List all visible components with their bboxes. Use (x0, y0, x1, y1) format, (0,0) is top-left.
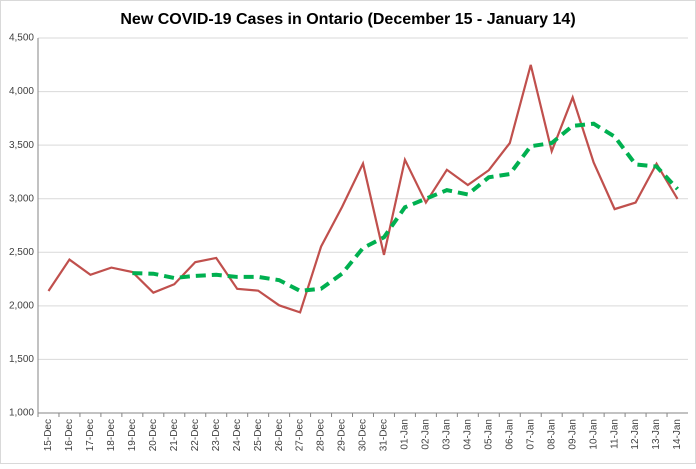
x-tick-label: 16-Dec (64, 419, 75, 451)
x-tick-label: 28-Dec (316, 419, 327, 451)
x-tick-label: 08-Jan (546, 419, 557, 450)
y-tick-label: 2,000 (9, 300, 34, 311)
x-tick-label: 04-Jan (462, 419, 473, 450)
x-tick-label: 12-Jan (630, 419, 641, 450)
x-tick-label: 09-Jan (567, 419, 578, 450)
y-tick-label: 3,000 (9, 193, 34, 204)
x-tick-label: 26-Dec (274, 419, 285, 451)
series-line (132, 121, 679, 293)
x-tick-label: 03-Jan (442, 419, 453, 450)
x-tick-label: 17-Dec (85, 419, 96, 451)
x-tick-label: 21-Dec (169, 419, 180, 451)
x-tick-label: 14-Jan (672, 419, 683, 450)
chart-title: New COVID-19 Cases in Ontario (December … (120, 11, 575, 28)
x-tick-label: 13-Jan (651, 419, 662, 450)
x-tick-label: 10-Jan (588, 419, 599, 450)
y-tick-label: 1,000 (9, 408, 34, 419)
x-tick-label: 20-Dec (148, 419, 159, 451)
y-tick-label: 3,500 (9, 140, 34, 151)
x-tick-label: 07-Jan (525, 419, 536, 450)
x-tick-label: 15-Dec (43, 419, 54, 451)
x-tick-label: 22-Dec (190, 419, 201, 451)
x-tick-label: 24-Dec (232, 419, 243, 451)
x-tick-label: 30-Dec (358, 419, 369, 451)
x-tick-label: 02-Jan (421, 419, 432, 450)
x-tick-label: 01-Jan (400, 419, 411, 450)
y-tick-label: 2,500 (9, 247, 34, 258)
x-tick-label: 18-Dec (106, 419, 117, 451)
x-tick-label: 29-Dec (337, 419, 348, 451)
series-line (47, 64, 679, 314)
x-tick-label: 27-Dec (295, 419, 306, 451)
x-tick-label: 06-Jan (504, 419, 515, 450)
y-tick-label: 1,500 (9, 354, 34, 365)
x-tick-label: 31-Dec (379, 419, 390, 451)
y-tick-label: 4,000 (9, 86, 34, 97)
y-tick-label: 4,500 (9, 33, 34, 44)
x-tick-label: 05-Jan (483, 419, 494, 450)
x-tick-label: 23-Dec (211, 419, 222, 451)
x-tick-label: 19-Dec (127, 419, 138, 451)
x-tick-label: 25-Dec (253, 419, 264, 451)
x-tick-label: 11-Jan (609, 419, 620, 449)
